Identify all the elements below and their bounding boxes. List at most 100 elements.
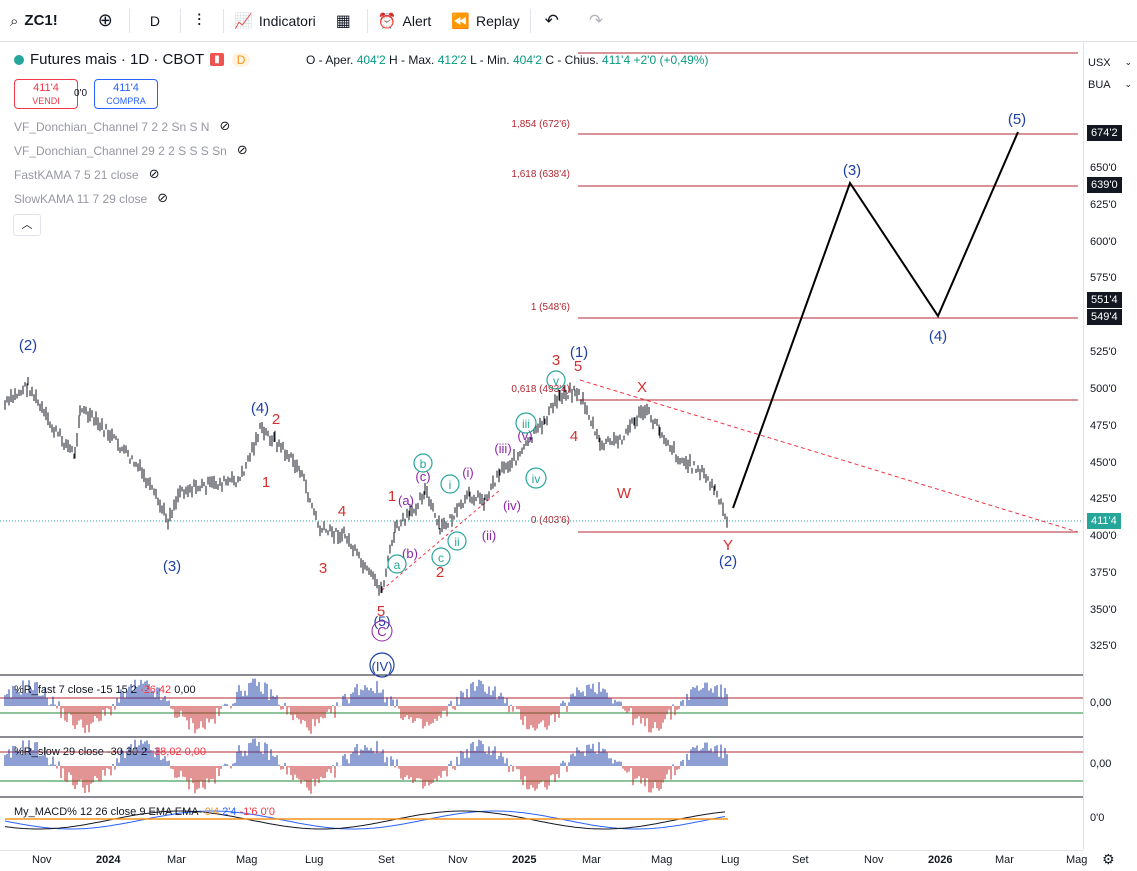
wave-label-red: 4: [338, 503, 346, 520]
macd-line: [4, 810, 726, 830]
chart-legend-title[interactable]: Futures mais · 1D · CBOT ▮ D: [14, 51, 251, 68]
wpr-fast-legend[interactable]: %R_fast 7 close -15 15 2 -26,42 0,00: [14, 684, 196, 696]
price-tag-current: 411'4: [1087, 513, 1121, 529]
price-tick: 475'0: [1090, 420, 1117, 432]
trendline-dashed[interactable]: [579, 379, 1079, 533]
macd-legend[interactable]: My_MACD% 12 26 close 9 EMA EMA -0'4 2'4 …: [14, 806, 275, 818]
wave-label-major: (2): [19, 337, 37, 354]
undo-button[interactable]: ↶: [531, 0, 579, 42]
time-label: Nov: [864, 854, 884, 866]
candles-icon: ⫶: [196, 10, 202, 31]
wave-label-green: c: [438, 551, 444, 565]
redo-button[interactable]: ↷: [579, 0, 619, 42]
symbol-label: ZC1!: [24, 12, 58, 29]
macd-value3: -1'6: [239, 806, 258, 818]
indicator-legend-slowkama[interactable]: SlowKAMA 11 7 29 close ⊘: [14, 191, 168, 206]
eye-hidden-icon[interactable]: ⊘: [148, 167, 160, 182]
wpr-slow-histogram: [4, 738, 728, 794]
wave-label-red: W: [617, 485, 632, 502]
collapse-legend-button[interactable]: ︿: [13, 214, 41, 236]
eye-hidden-icon[interactable]: ⊘: [219, 119, 231, 134]
toolbar-divider: [366, 8, 368, 33]
chart-type-button[interactable]: ⫶: [181, 0, 223, 42]
wave-label-red: Y: [723, 537, 733, 554]
time-label: 2024: [96, 854, 121, 866]
chart-canvas[interactable]: 1,854 (672'6) 1,618 (638'4) 1 (548'6) 0,…: [0, 42, 1083, 850]
wave-label-major: (4): [251, 400, 269, 417]
fib-label-0618: 0,618 (493'4): [511, 384, 570, 395]
price-tick: 450'0: [1090, 457, 1117, 469]
fib-label-1854: 1,854 (672'6): [511, 119, 570, 130]
sell-label: VENDI: [32, 96, 60, 106]
trendline-dashed-lower[interactable]: [381, 489, 501, 591]
alert-button[interactable]: ⏰ Alert: [368, 0, 441, 42]
macd-line: [4, 810, 726, 830]
price-tick: 575'0: [1090, 272, 1117, 284]
wpr-slow-legend[interactable]: %R_slow 29 close -30 30 2 -38,02 0,00: [14, 746, 206, 758]
eye-hidden-icon[interactable]: ⊘: [236, 143, 248, 158]
time-label: Nov: [32, 854, 52, 866]
currency-label: USX: [1088, 57, 1111, 69]
indicators-icon: 📈: [234, 11, 253, 30]
wave-label-green: iv: [532, 472, 541, 486]
data-badge: D: [231, 52, 251, 67]
buy-price: 411'4: [113, 82, 139, 94]
search-icon: ⌕: [10, 11, 19, 30]
price-tick: 525'0: [1090, 346, 1117, 358]
price-tick: 500'0: [1090, 383, 1117, 395]
alarm-clock-icon: ⏰: [377, 11, 397, 30]
projected-wave-path[interactable]: [732, 131, 1019, 509]
undo-icon: ↶: [544, 10, 559, 31]
eye-hidden-icon[interactable]: ⊘: [157, 191, 169, 206]
change-value: +2'0 (+0,49%): [633, 53, 709, 67]
time-label: Mar: [582, 854, 601, 866]
fib-label-1: 1 (548'6): [531, 302, 570, 313]
compare-button[interactable]: ⊕: [68, 0, 129, 42]
buy-button[interactable]: 411'4 COMPRA: [94, 79, 158, 109]
time-label: 2025: [512, 854, 537, 866]
currency-dropdown[interactable]: USX ⌄: [1088, 53, 1132, 73]
price-tick: 650'0: [1090, 162, 1117, 174]
fib-label-0: 0 (403'6): [531, 515, 570, 526]
wave-label-purple: (a): [398, 493, 414, 508]
indicator-name: FastKAMA 7 5 21 close: [14, 167, 139, 182]
wave-circle-c: [371, 620, 393, 642]
sub-pane-tick: 0,00: [1090, 697, 1112, 709]
toolbar-divider: [179, 8, 181, 33]
settings-gear-icon[interactable]: ⚙: [1102, 852, 1115, 868]
price-tag-level: 639'0: [1087, 177, 1122, 193]
indicator-legend-fastkama[interactable]: FastKAMA 7 5 21 close ⊘: [14, 167, 160, 182]
high-value: 412'2: [437, 53, 467, 67]
symbol-search[interactable]: ⌕ ZC1!: [0, 0, 68, 42]
templates-button[interactable]: ▦: [326, 0, 367, 42]
indicators-button[interactable]: 📈 Indicatori: [224, 0, 326, 42]
macd-value2: 2'4: [222, 806, 237, 818]
wave-label-major: (1): [570, 344, 588, 361]
price-tick: 375'0: [1090, 567, 1117, 579]
wave-label-red: 5: [377, 603, 385, 620]
interval-button[interactable]: D: [130, 0, 180, 42]
replay-button[interactable]: ⏪ Replay: [441, 0, 529, 42]
time-label: Nov: [448, 854, 468, 866]
redo-icon: ↷: [588, 10, 604, 31]
wave-label-green: ii: [454, 535, 459, 549]
wave-label-major: (IV): [372, 659, 393, 674]
time-axis[interactable]: Nov 2024 Mar Mag Lug Set Nov 2025 Mar Ma…: [0, 850, 1087, 871]
indicator-legend-donchian-29[interactable]: VF_Donchian_Channel 29 2 2 S S S Sn ⊘: [14, 143, 248, 158]
open-value: 404'2: [356, 53, 386, 67]
sell-button[interactable]: 411'4 VENDI: [14, 79, 78, 109]
macd-value4: 0'0: [260, 806, 275, 818]
price-tick: 350'0: [1090, 604, 1117, 616]
wpr-fast-value2: 0,00: [174, 684, 196, 696]
wave-label-red: 5: [574, 358, 582, 375]
indicator-legend-donchian-7[interactable]: VF_Donchian_Channel 7 2 2 Sn S N ⊘: [14, 119, 230, 134]
wave-label-c-purple: C: [377, 624, 386, 639]
sub-pane-tick: 0'0: [1090, 812, 1105, 824]
market-status-icon: [14, 54, 24, 65]
wpr-slow-value2: 0,00: [184, 746, 207, 758]
wave-label-red: 1: [388, 488, 396, 505]
unit-dropdown[interactable]: BUA ⌄: [1088, 75, 1132, 95]
indicator-name: VF_Donchian_Channel 7 2 2 Sn S N: [14, 119, 210, 134]
price-axis[interactable]: 650'0 625'0 600'0 575'0 525'0 500'0 475'…: [1083, 42, 1137, 850]
wpr-slow-value: -38,02: [150, 746, 182, 758]
